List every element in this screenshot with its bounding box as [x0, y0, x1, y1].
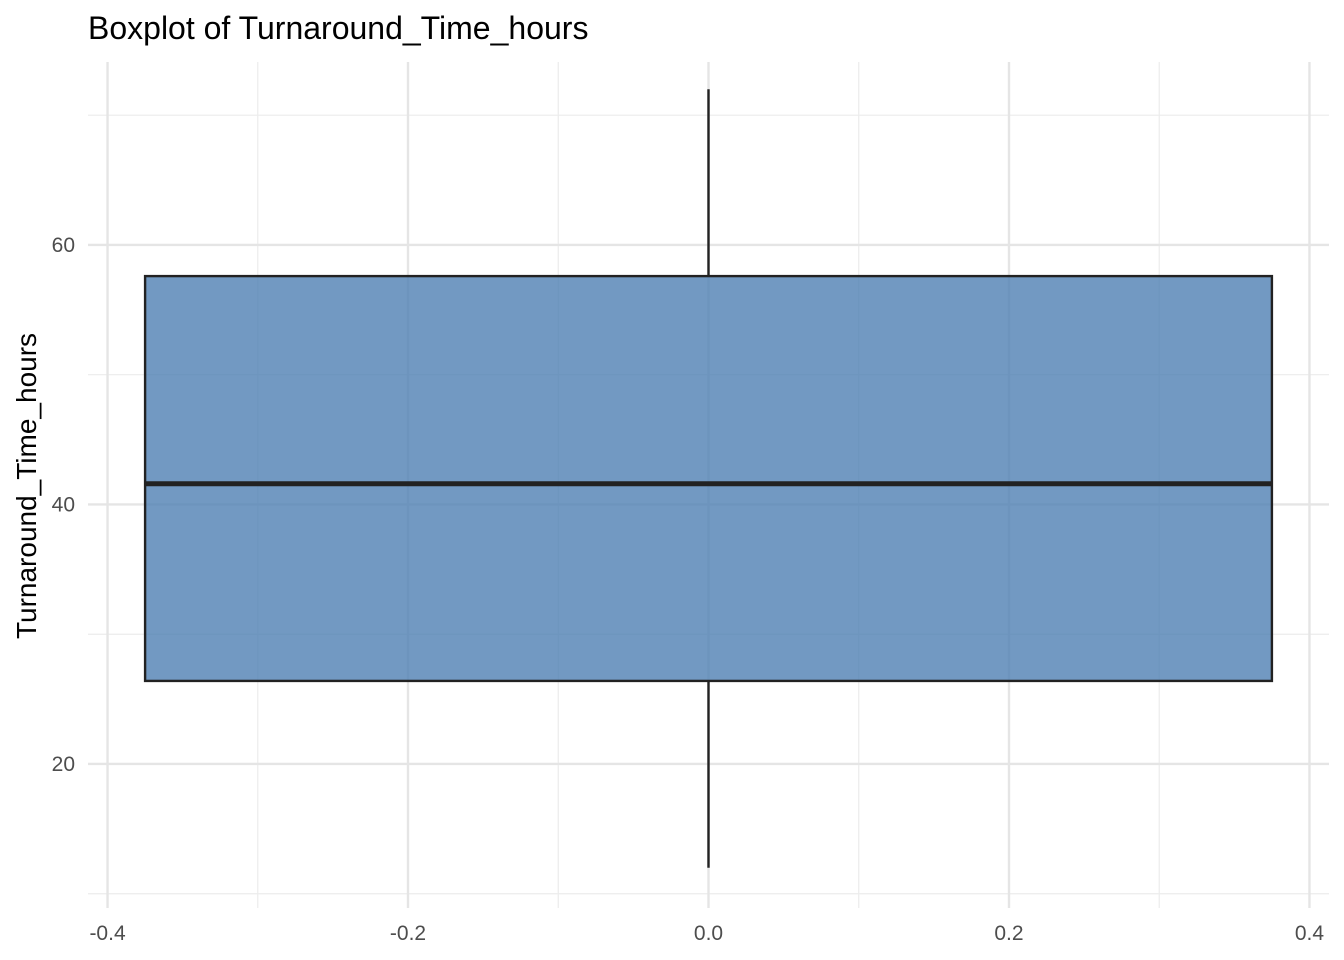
y-tick-label: 20	[52, 753, 75, 776]
x-tick-label: 0.0	[694, 922, 723, 945]
box-group	[143, 89, 1274, 868]
y-axis-title: Turnaround_Time_hours	[11, 333, 42, 639]
x-tick-label: 0.2	[994, 922, 1023, 945]
x-tick-label: 0.4	[1295, 922, 1325, 945]
y-axis-ticks: 20 40 60	[52, 234, 75, 776]
chart-title: Boxplot of Turnaround_Time_hours	[88, 10, 588, 46]
x-axis-ticks: -0.4 -0.2 0.0 0.2 0.4	[89, 922, 1324, 945]
x-tick-label: -0.4	[89, 922, 126, 945]
y-tick-label: 40	[52, 493, 75, 516]
y-tick-label: 60	[52, 234, 75, 257]
iqr-box	[143, 274, 1274, 683]
x-tick-label: -0.2	[390, 922, 426, 945]
